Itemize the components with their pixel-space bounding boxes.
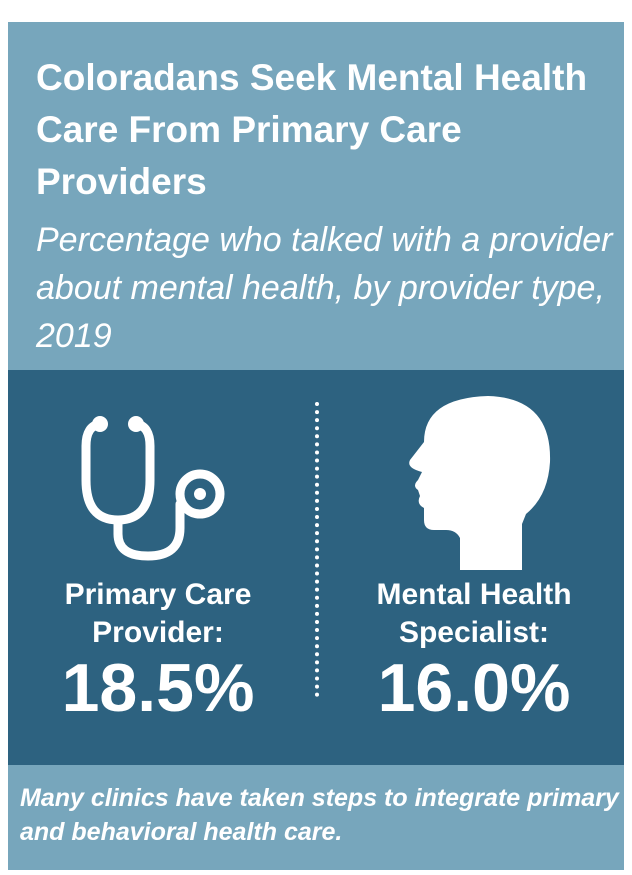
infographic-card: Coloradans Seek Mental Health Care From … <box>8 22 624 870</box>
stat-value: 16.0% <box>377 650 571 726</box>
head-profile-icon <box>409 396 551 570</box>
stat-label: Mental Health Specialist: <box>376 578 572 649</box>
infographic-subtitle: Percentage who talked with a provider ab… <box>36 221 613 355</box>
infographic-title: Coloradans Seek Mental Health Care From … <box>36 57 588 202</box>
stat-label: Primary Care Provider: <box>64 578 252 649</box>
footer-note: Many clinics have taken steps to integra… <box>20 784 619 846</box>
header-panel: Coloradans Seek Mental Health Care From … <box>8 22 624 370</box>
dotted-divider <box>315 402 319 697</box>
stat-value: 18.5% <box>61 650 255 726</box>
stethoscope-icon <box>81 416 225 561</box>
stats-panel: Primary Care Provider: 18.5% Mental Heal… <box>8 370 624 765</box>
footer-panel: Many clinics have taken steps to integra… <box>8 765 624 870</box>
